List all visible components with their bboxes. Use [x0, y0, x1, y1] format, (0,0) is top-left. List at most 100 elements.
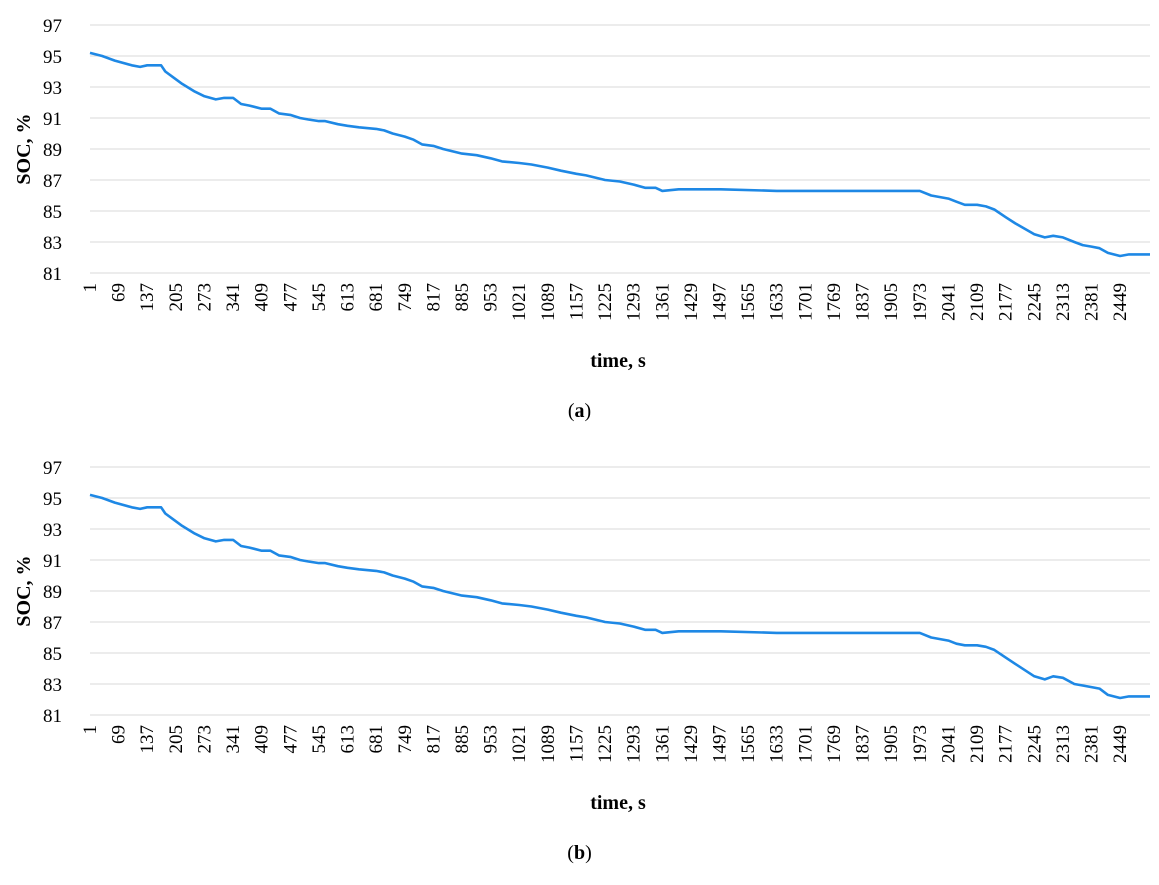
soc-chart-a: 81 83 85 87 89 91 93 95 97 1 69 137 205 273 341 409 477 5…	[13, 16, 1150, 372]
y-tick-label: 97	[43, 16, 62, 37]
x-tick-label: 749	[395, 283, 416, 312]
x-tick-label: 2449	[1110, 725, 1131, 763]
x-tick-label: 1837	[853, 725, 874, 763]
caption-a-letter: a	[574, 400, 585, 422]
x-tick-label: 2109	[967, 283, 988, 321]
x-tick-label: 1497	[710, 725, 731, 763]
y-tick-label: 87	[43, 613, 62, 634]
x-tick-label: 545	[309, 283, 330, 312]
x-axis-label: time, s	[590, 350, 646, 372]
x-tick-label: 2177	[996, 725, 1017, 763]
x-tick-label: 477	[280, 725, 301, 754]
x-tick-label: 205	[166, 725, 187, 754]
x-tick-label: 1	[80, 725, 101, 735]
x-tick-label: 2245	[1024, 725, 1045, 763]
x-tick-label: 2313	[1053, 283, 1074, 321]
x-tick-label: 1429	[681, 283, 702, 321]
y-tick-label: 87	[43, 171, 62, 192]
x-tick-label: 1701	[795, 725, 816, 763]
x-tick-label: 681	[366, 283, 387, 312]
x-tick-label: 1701	[795, 283, 816, 321]
x-tick-label: 1225	[595, 725, 616, 763]
x-tick-label: 2177	[996, 283, 1017, 321]
x-tick-label: 273	[194, 283, 215, 312]
x-tick-label: 1905	[881, 283, 902, 321]
x-tick-label: 409	[252, 725, 273, 754]
x-tick-label: 681	[366, 725, 387, 754]
x-tick-label: 885	[452, 283, 473, 312]
x-tick-label: 885	[452, 725, 473, 754]
x-tick-label: 273	[194, 725, 215, 754]
y-tick-label: 93	[43, 78, 62, 99]
x-tick-label: 2109	[967, 725, 988, 763]
x-tick-label: 613	[338, 725, 359, 754]
x-tick-label: 2313	[1053, 725, 1074, 763]
y-tick-label: 85	[43, 644, 62, 665]
x-tick-label: 1769	[824, 283, 845, 321]
y-tick-label: 91	[43, 109, 62, 130]
x-tick-label: 1973	[910, 725, 931, 763]
x-tick-label: 1225	[595, 283, 616, 321]
x-tick-label: 1973	[910, 283, 931, 321]
x-tick-label: 137	[137, 725, 158, 754]
x-tick-label: 953	[481, 283, 502, 312]
chart-panel-b: 81 83 85 87 89 91 93 95 97 1 69 137 205 273 341 409 477 5…	[0, 442, 1159, 882]
y-axis-label: SOC, %	[13, 555, 35, 626]
x-tick-label: 953	[481, 725, 502, 754]
x-tick-label: 341	[223, 725, 244, 754]
x-tick-label: 1	[80, 283, 101, 293]
y-tick-label: 89	[43, 140, 62, 161]
y-tick-label: 93	[43, 520, 62, 541]
x-tick-label: 409	[252, 283, 273, 312]
x-tick-label: 1157	[566, 725, 587, 762]
x-tick-label: 1565	[738, 283, 759, 321]
x-tick-label: 1633	[767, 283, 788, 321]
x-tick-label: 2041	[938, 725, 959, 763]
x-tick-label: 69	[109, 725, 130, 744]
x-tick-label: 2041	[938, 283, 959, 321]
x-tick-label: 1021	[509, 283, 530, 321]
x-tick-label: 817	[423, 725, 444, 754]
y-tick-label: 95	[43, 47, 62, 68]
x-tick-label: 1429	[681, 725, 702, 763]
caption-b-letter: b	[573, 842, 586, 864]
y-tick-label: 89	[43, 582, 62, 603]
x-tick-label: 817	[423, 283, 444, 312]
y-tick-label: 83	[43, 233, 62, 254]
x-tick-label: 2381	[1082, 725, 1103, 763]
caption-b: (b)	[567, 842, 592, 864]
x-tick-label: 749	[395, 725, 416, 754]
x-tick-label: 477	[280, 283, 301, 312]
x-tick-label: 2245	[1024, 283, 1045, 321]
soc-chart-b: 81 83 85 87 89 91 93 95 97 1 69 137 205 273 341 409 477 5…	[13, 458, 1150, 814]
x-tick-label: 1905	[881, 725, 902, 763]
y-tick-label: 83	[43, 675, 62, 696]
x-tick-label: 341	[223, 283, 244, 312]
y-axis-label: SOC, %	[13, 113, 35, 184]
x-tick-label: 69	[109, 283, 130, 302]
x-tick-label: 1769	[824, 725, 845, 763]
x-tick-label: 1089	[538, 725, 559, 763]
y-tick-label: 85	[43, 202, 62, 223]
x-tick-label: 613	[338, 283, 359, 312]
x-tick-label: 1361	[652, 283, 673, 321]
x-tick-label: 1497	[710, 283, 731, 321]
x-tick-label: 1633	[767, 725, 788, 763]
chart-panel-a: 81 83 85 87 89 91 93 95 97 1 69 137 205 273 341 409 477 5…	[0, 0, 1159, 440]
x-tick-label: 1089	[538, 283, 559, 321]
y-tick-label: 95	[43, 489, 62, 510]
x-tick-label: 1021	[509, 725, 530, 763]
y-tick-label: 81	[43, 264, 62, 285]
soc-series-line	[89, 493, 1150, 700]
soc-series-line	[89, 51, 1150, 258]
x-tick-label: 1157	[566, 283, 587, 320]
x-axis-label: time, s	[590, 792, 646, 814]
x-tick-label: 2449	[1110, 283, 1131, 321]
y-tick-label: 91	[43, 551, 62, 572]
x-tick-label: 137	[137, 283, 158, 312]
x-tick-label: 1565	[738, 725, 759, 763]
x-tick-label: 1293	[624, 725, 645, 763]
x-tick-label: 1837	[853, 283, 874, 321]
x-tick-label: 545	[309, 725, 330, 754]
x-tick-label: 205	[166, 283, 187, 312]
